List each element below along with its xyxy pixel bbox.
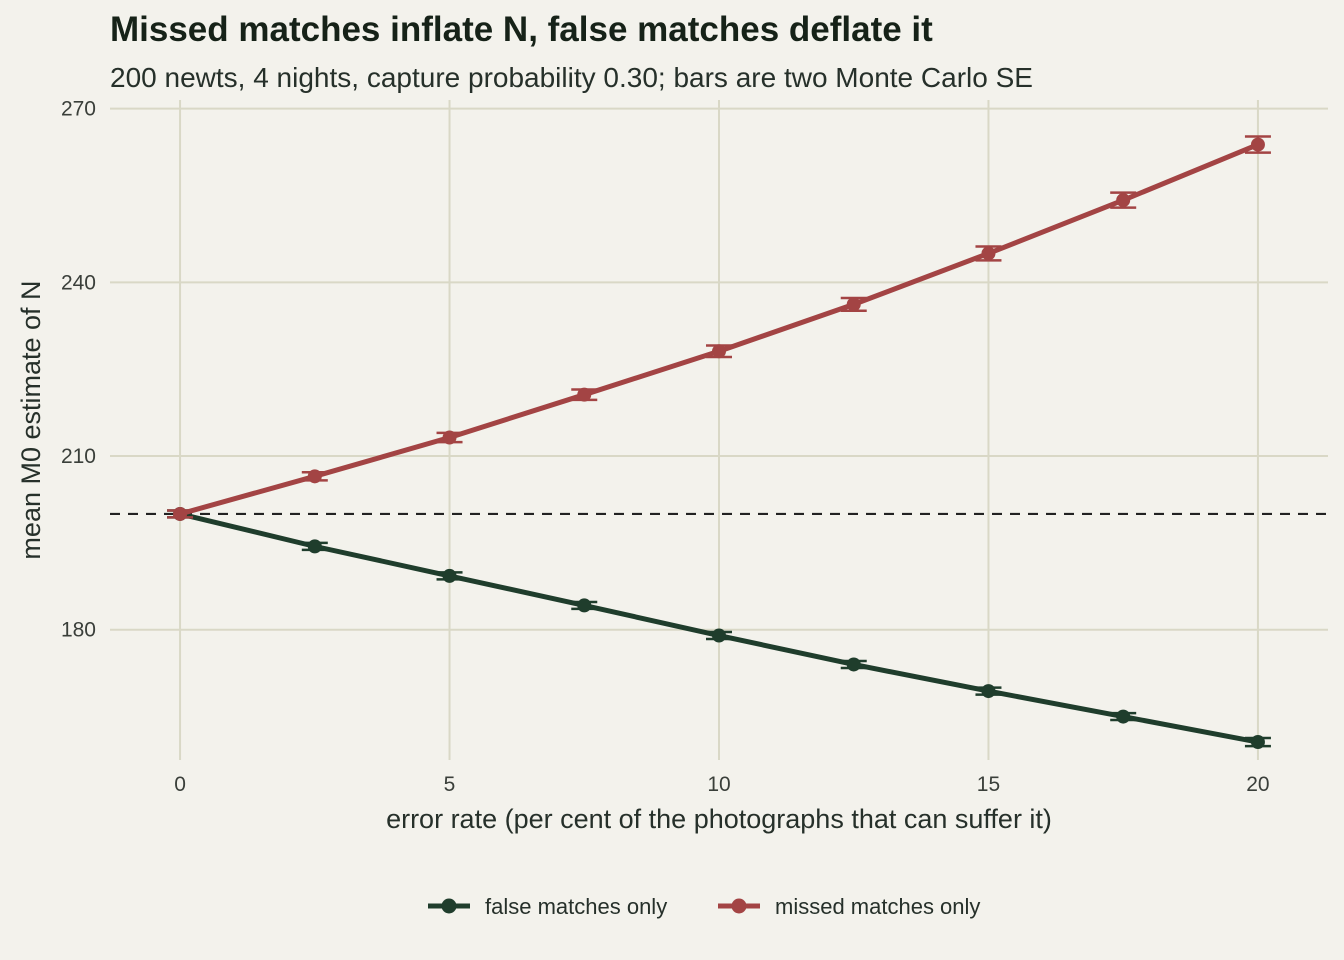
legend-label: missed matches only bbox=[775, 894, 980, 919]
data-point bbox=[577, 387, 592, 402]
y-axis-title: mean M0 estimate of N bbox=[16, 280, 46, 559]
data-point bbox=[307, 469, 322, 484]
y-tick-label: 240 bbox=[61, 271, 96, 294]
data-point bbox=[1116, 193, 1131, 208]
series-layer bbox=[167, 135, 1271, 750]
legend-label: false matches only bbox=[485, 894, 667, 919]
data-point bbox=[577, 598, 592, 613]
y-tick-label: 180 bbox=[61, 619, 96, 642]
data-point bbox=[173, 506, 188, 521]
x-axis-title: error rate (per cent of the photographs … bbox=[386, 804, 1052, 834]
data-point bbox=[712, 344, 726, 359]
y-tick-label: 270 bbox=[61, 98, 96, 121]
data-point bbox=[1250, 137, 1265, 152]
legend: false matches only missed matches only bbox=[428, 894, 980, 919]
data-point bbox=[1250, 735, 1265, 750]
x-tick-label: 0 bbox=[174, 773, 186, 796]
y-tick-label: 210 bbox=[61, 445, 96, 468]
x-tick-label: 20 bbox=[1246, 773, 1269, 796]
x-tick-label: 15 bbox=[977, 773, 1000, 796]
chart-subtitle: 200 newts, 4 nights, capture probability… bbox=[110, 62, 1033, 93]
data-point bbox=[307, 539, 322, 554]
data-point bbox=[442, 430, 457, 445]
data-point bbox=[846, 657, 861, 672]
legend-key-point bbox=[441, 898, 457, 914]
data-point bbox=[712, 628, 726, 643]
data-point bbox=[981, 246, 996, 261]
legend-key-point bbox=[731, 898, 747, 914]
data-point bbox=[442, 568, 457, 583]
data-point bbox=[1116, 709, 1131, 724]
grid bbox=[110, 100, 1328, 760]
x-tick-label: 10 bbox=[707, 773, 730, 796]
tick-labels: 0 5 10 15 20 180 210 240 270 bbox=[61, 98, 1270, 796]
data-point bbox=[846, 297, 861, 312]
x-tick-label: 5 bbox=[444, 773, 456, 796]
chart-title: Missed matches inflate N, false matches … bbox=[110, 10, 933, 49]
data-point bbox=[981, 684, 996, 699]
